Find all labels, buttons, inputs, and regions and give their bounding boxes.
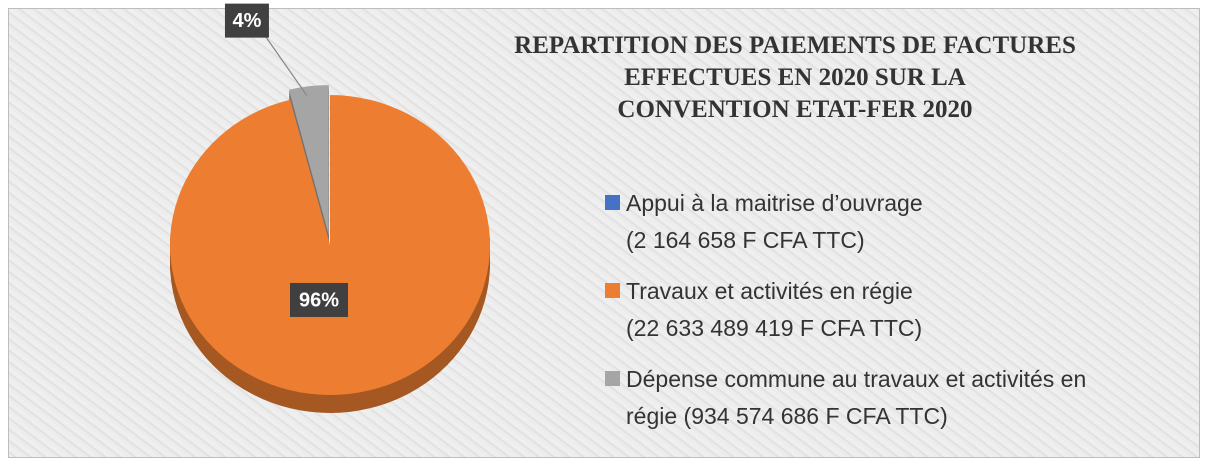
legend-swatch (605, 371, 620, 386)
legend-item: Dépense commune au travaux et activités … (605, 361, 1205, 435)
legend-label: Travaux et activités en régie (22 633 48… (626, 278, 923, 341)
legend-label: Appui à la maitrise d’ouvrage (2 164 658… (626, 190, 923, 253)
leader-line (264, 35, 308, 96)
legend-label: Dépense commune au travaux et activités … (626, 366, 1087, 429)
chart-title: REPARTITION DES PAIEMENTS DE FACTURES EF… (514, 32, 1076, 123)
legend-swatch (605, 195, 620, 210)
legend-item: Travaux et activités en régie (22 633 48… (605, 273, 1205, 347)
data-label-box (224, 3, 269, 38)
legend-item: Appui à la maitrise d’ouvrage (2 164 658… (605, 185, 1205, 259)
slice (288, 85, 329, 236)
legend-swatch (605, 283, 620, 298)
slice (169, 95, 490, 396)
legend: Appui à la maitrise d’ouvrage (2 164 658… (605, 185, 1205, 449)
data-label: 96% (299, 289, 339, 311)
data-label-box (290, 282, 349, 317)
data-label: 4% (232, 10, 261, 32)
